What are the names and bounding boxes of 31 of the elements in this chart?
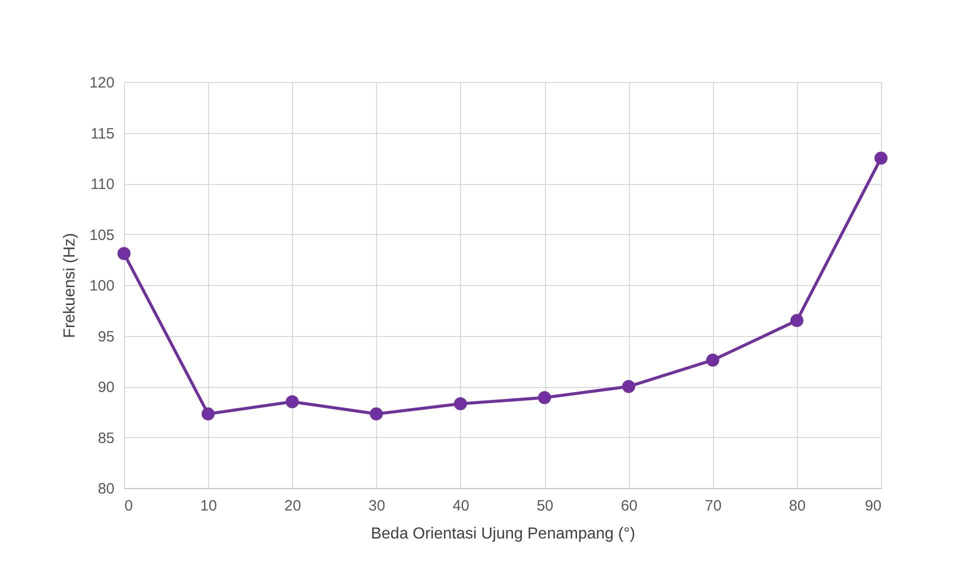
- y-tick-label: 120: [89, 74, 114, 92]
- point: [370, 407, 383, 420]
- x-tick-label: 30: [368, 498, 386, 514]
- y-tick-label: 110: [90, 176, 114, 193]
- point: [790, 314, 804, 328]
- y-tick-label: 105: [89, 226, 114, 244]
- y-tick-label: 100: [89, 278, 114, 294]
- y-tick-label: 90: [98, 379, 114, 396]
- point: [202, 407, 215, 420]
- y-axis-title: Frekuensi (Hz): [61, 233, 78, 338]
- point: [538, 391, 552, 404]
- x-tick-label: 0: [124, 498, 133, 514]
- y-tick-label: 95: [98, 328, 114, 346]
- point: [117, 247, 131, 260]
- x-tick-label: 40: [452, 498, 470, 514]
- x-tick-label: 70: [704, 498, 722, 514]
- y-tick-label: 115: [90, 125, 114, 142]
- x-axis-title: Beda Orientasi Ujung Penampang (°): [370, 526, 636, 542]
- x-tick-label: 60: [620, 498, 638, 514]
- x-tick-label: 50: [536, 498, 554, 514]
- y-tick-label: 85: [98, 430, 114, 447]
- x-tick-label: 90: [864, 498, 882, 514]
- x-tick-label: 10: [200, 498, 217, 514]
- x-tick-label: 80: [789, 498, 806, 514]
- point: [286, 395, 299, 408]
- point: [454, 397, 467, 410]
- x-tick-label: 20: [284, 498, 302, 514]
- point: [706, 354, 720, 367]
- point: [622, 380, 636, 394]
- y-tick-label: 80: [98, 480, 114, 498]
- point: [874, 152, 888, 165]
